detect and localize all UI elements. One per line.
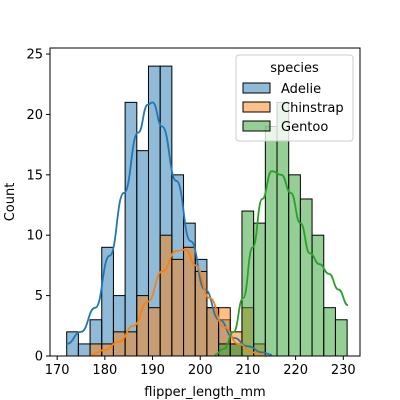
kde-adelie	[66, 101, 272, 356]
bar-chinstrap-6	[136, 295, 149, 357]
bar-gentoo-14	[229, 343, 243, 357]
y-tick-label-15: 15	[26, 168, 43, 183]
legend-title: species	[270, 61, 319, 76]
bar-chinstrap-7	[147, 307, 161, 357]
kde-chinstrap	[90, 248, 268, 357]
bar-gentoo-22	[323, 307, 336, 357]
legend-box	[235, 54, 354, 142]
y-tick-label-20: 20	[26, 108, 43, 123]
bar-adelie-1	[77, 343, 91, 357]
x-tick-label-190: 190	[140, 363, 165, 378]
legend: species Adelie Chinstrap Gentoo	[235, 54, 354, 142]
x-tick-label-230: 230	[331, 363, 356, 378]
legend-swatch-gentoo	[242, 120, 271, 132]
legend-label-chinstrap: Chinstrap	[281, 101, 344, 116]
y-axis-label: Count	[3, 183, 18, 222]
bar-chinstrap-9	[171, 258, 185, 357]
plot-frame	[49, 47, 361, 357]
x-tick-label-200: 200	[188, 363, 213, 378]
bar-gentoo-21	[311, 234, 325, 357]
y-tick-label-10: 10	[26, 229, 43, 244]
kde-gentoo	[214, 170, 349, 356]
legend-swatch-chinstrap	[242, 101, 271, 113]
legend-label-adelie: Adelie	[281, 82, 321, 97]
legend-swatch-adelie	[242, 82, 271, 94]
x-tick-label-210: 210	[236, 363, 261, 378]
bar-gentoo-23	[334, 319, 348, 357]
bar-chinstrap-5	[124, 331, 138, 357]
bar-gentoo-20	[299, 198, 313, 357]
x-tick-label-180: 180	[92, 363, 117, 378]
histogram-bars	[66, 65, 348, 357]
bar-adelie-3	[101, 246, 114, 357]
x-tick-label-220: 220	[283, 363, 308, 378]
bar-chinstrap-4	[112, 331, 126, 357]
axes: 170 180 190 200 210 220 230 0 5 10 15 20 25	[26, 47, 361, 378]
legend-label-gentoo: Gentoo	[281, 120, 328, 135]
kde-curves	[66, 101, 349, 357]
y-tick-label-25: 25	[26, 48, 43, 63]
bar-chinstrap-8	[159, 234, 173, 357]
x-tick-label-170: 170	[45, 363, 70, 378]
x-axis-label: flipper_length_mm	[144, 385, 265, 400]
y-tick-label-5: 5	[35, 289, 43, 304]
bar-gentoo-17	[264, 126, 278, 357]
y-tick-label-0: 0	[35, 350, 43, 365]
bar-gentoo-15	[241, 210, 255, 357]
